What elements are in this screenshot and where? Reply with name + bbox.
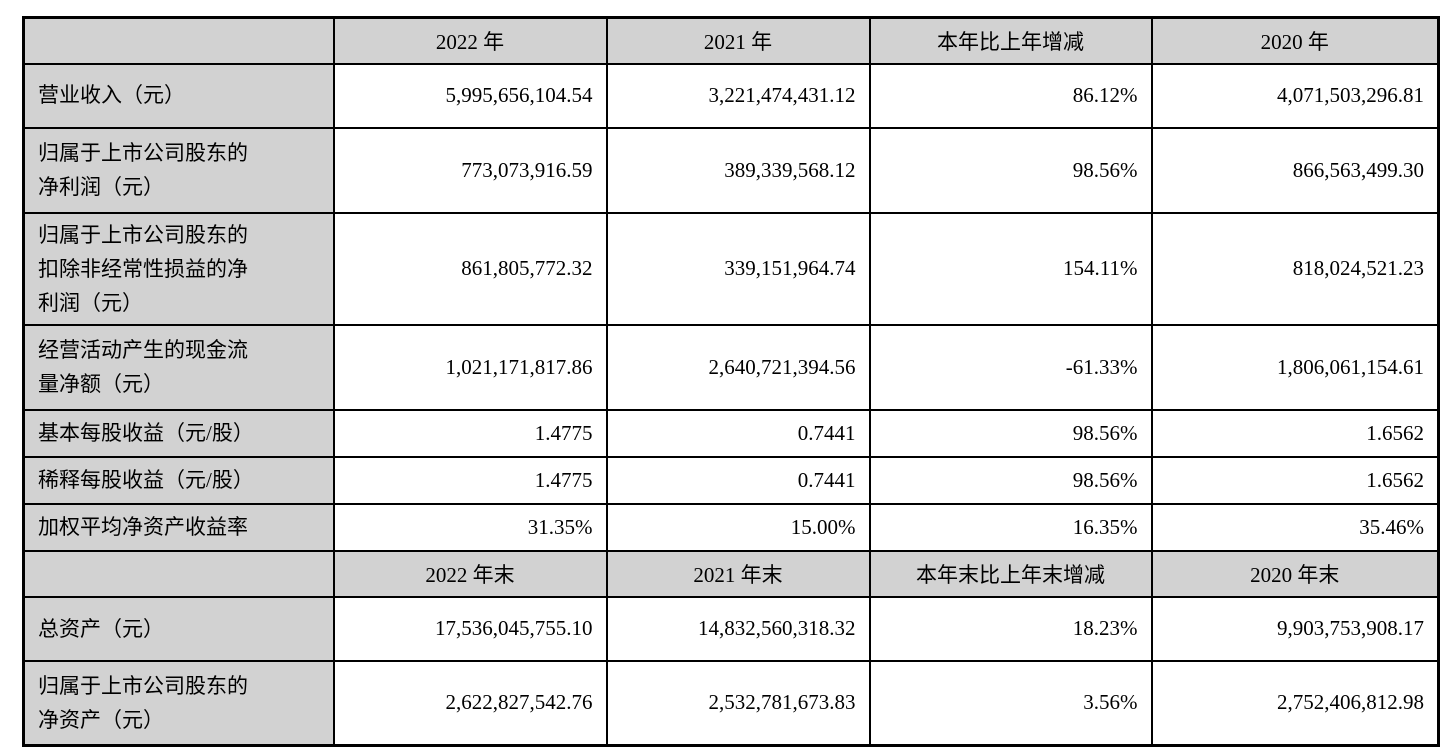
value-cell: 2,640,721,394.56 <box>605 323 871 411</box>
value-cell: 2,622,827,542.76 <box>332 659 608 747</box>
column-header: 2020 年末 <box>1150 549 1440 598</box>
table-row: 稀释每股收益（元/股） 1.4775 0.7441 98.56% 1.6562 <box>22 455 1440 505</box>
row-label-cell: 基本每股收益（元/股） <box>22 408 335 458</box>
column-header: 2021 年末 <box>605 549 871 598</box>
value-cell: 861,805,772.32 <box>332 211 608 326</box>
row-label-cell: 稀释每股收益（元/股） <box>22 455 335 505</box>
value-cell: 339,151,964.74 <box>605 211 871 326</box>
value-cell: 16.35% <box>868 502 1153 552</box>
table-row: 营业收入（元） 5,995,656,104.54 3,221,474,431.12 8… <box>22 62 1440 129</box>
value-cell: 389,339,568.12 <box>605 126 871 214</box>
value-cell: 773,073,916.59 <box>332 126 608 214</box>
value-cell: 98.56% <box>868 408 1153 458</box>
value-cell: 98.56% <box>868 455 1153 505</box>
value-cell: 3,221,474,431.12 <box>605 62 871 129</box>
value-cell: 14,832,560,318.32 <box>605 595 871 662</box>
row-label-cell: 经营活动产生的现金流 量净额（元） <box>22 323 335 411</box>
column-header: 本年末比上年末增减 <box>868 549 1153 598</box>
value-cell: 866,563,499.30 <box>1150 126 1440 214</box>
corner-cell <box>22 16 335 65</box>
row-label-cell: 营业收入（元） <box>22 62 335 129</box>
value-cell: 0.7441 <box>605 455 871 505</box>
column-header: 本年比上年增减 <box>868 16 1153 65</box>
value-cell: 98.56% <box>868 126 1153 214</box>
period-header-row: 2022 年 2021 年本年比上年增减 2020 年 <box>22 16 1440 65</box>
row-label-cell: 归属于上市公司股东的 扣除非经常性损益的净 利润（元） <box>22 211 335 326</box>
value-cell: 5,995,656,104.54 <box>332 62 608 129</box>
value-cell: 1.4775 <box>332 455 608 505</box>
table-row: 经营活动产生的现金流 量净额（元） 1,021,171,817.86 2,640,7… <box>22 323 1440 411</box>
table-row: 加权平均净资产收益率 31.35% 15.00% 16.35% 35.46% <box>22 502 1440 552</box>
table-row: 归属于上市公司股东的 扣除非经常性损益的净 利润（元） 861,805,772.3… <box>22 211 1440 326</box>
row-label-cell: 总资产（元） <box>22 595 335 662</box>
column-header: 2021 年 <box>605 16 871 65</box>
value-cell: 1.6562 <box>1150 455 1440 505</box>
period-header-row: 2022 年末 2021 年末 本年末比上年末增减 2020 年末 <box>22 549 1440 598</box>
value-cell: 1.6562 <box>1150 408 1440 458</box>
column-header: 2022 年末 <box>332 549 608 598</box>
value-cell: -61.33% <box>868 323 1153 411</box>
value-cell: 154.11% <box>868 211 1153 326</box>
value-cell: 17,536,045,755.10 <box>332 595 608 662</box>
value-cell: 1,806,061,154.61 <box>1150 323 1440 411</box>
value-cell: 18.23% <box>868 595 1153 662</box>
value-cell: 4,071,503,296.81 <box>1150 62 1440 129</box>
row-label-cell: 加权平均净资产收益率 <box>22 502 335 552</box>
column-header: 2022 年 <box>332 16 608 65</box>
value-cell: 9,903,753,908.17 <box>1150 595 1440 662</box>
value-cell: 86.12% <box>868 62 1153 129</box>
table-row: 总资产（元） 17,536,045,755.10 14,832,560,318.32… <box>22 595 1440 662</box>
value-cell: 818,024,521.23 <box>1150 211 1440 326</box>
column-header: 2020 年 <box>1150 16 1440 65</box>
table-row: 归属于上市公司股东的 净资产（元） 2,622,827,542.76 2,532,7… <box>22 659 1440 747</box>
value-cell: 2,532,781,673.83 <box>605 659 871 747</box>
value-cell: 1.4775 <box>332 408 608 458</box>
value-cell: 2,752,406,812.98 <box>1150 659 1440 747</box>
row-label-cell: 归属于上市公司股东的 净资产（元） <box>22 659 335 747</box>
value-cell: 15.00% <box>605 502 871 552</box>
value-cell: 31.35% <box>332 502 608 552</box>
financial-summary: 2022 年 2021 年本年比上年增减 2020 年营业收入（元） 5,995,65… <box>22 16 1440 748</box>
value-cell: 35.46% <box>1150 502 1440 552</box>
value-cell: 0.7441 <box>605 408 871 458</box>
value-cell: 1,021,171,817.86 <box>332 323 608 411</box>
corner-cell <box>22 549 335 598</box>
table-row: 基本每股收益（元/股） 1.4775 0.7441 98.56% 1.6562 <box>22 408 1440 458</box>
value-cell: 3.56% <box>868 659 1153 747</box>
row-label-cell: 归属于上市公司股东的 净利润（元） <box>22 126 335 214</box>
financial-summary-table: 2022 年 2021 年本年比上年增减 2020 年营业收入（元） 5,995,65… <box>22 16 1440 748</box>
table-row: 归属于上市公司股东的 净利润（元） 773,073,916.59 389,339,5… <box>22 126 1440 214</box>
